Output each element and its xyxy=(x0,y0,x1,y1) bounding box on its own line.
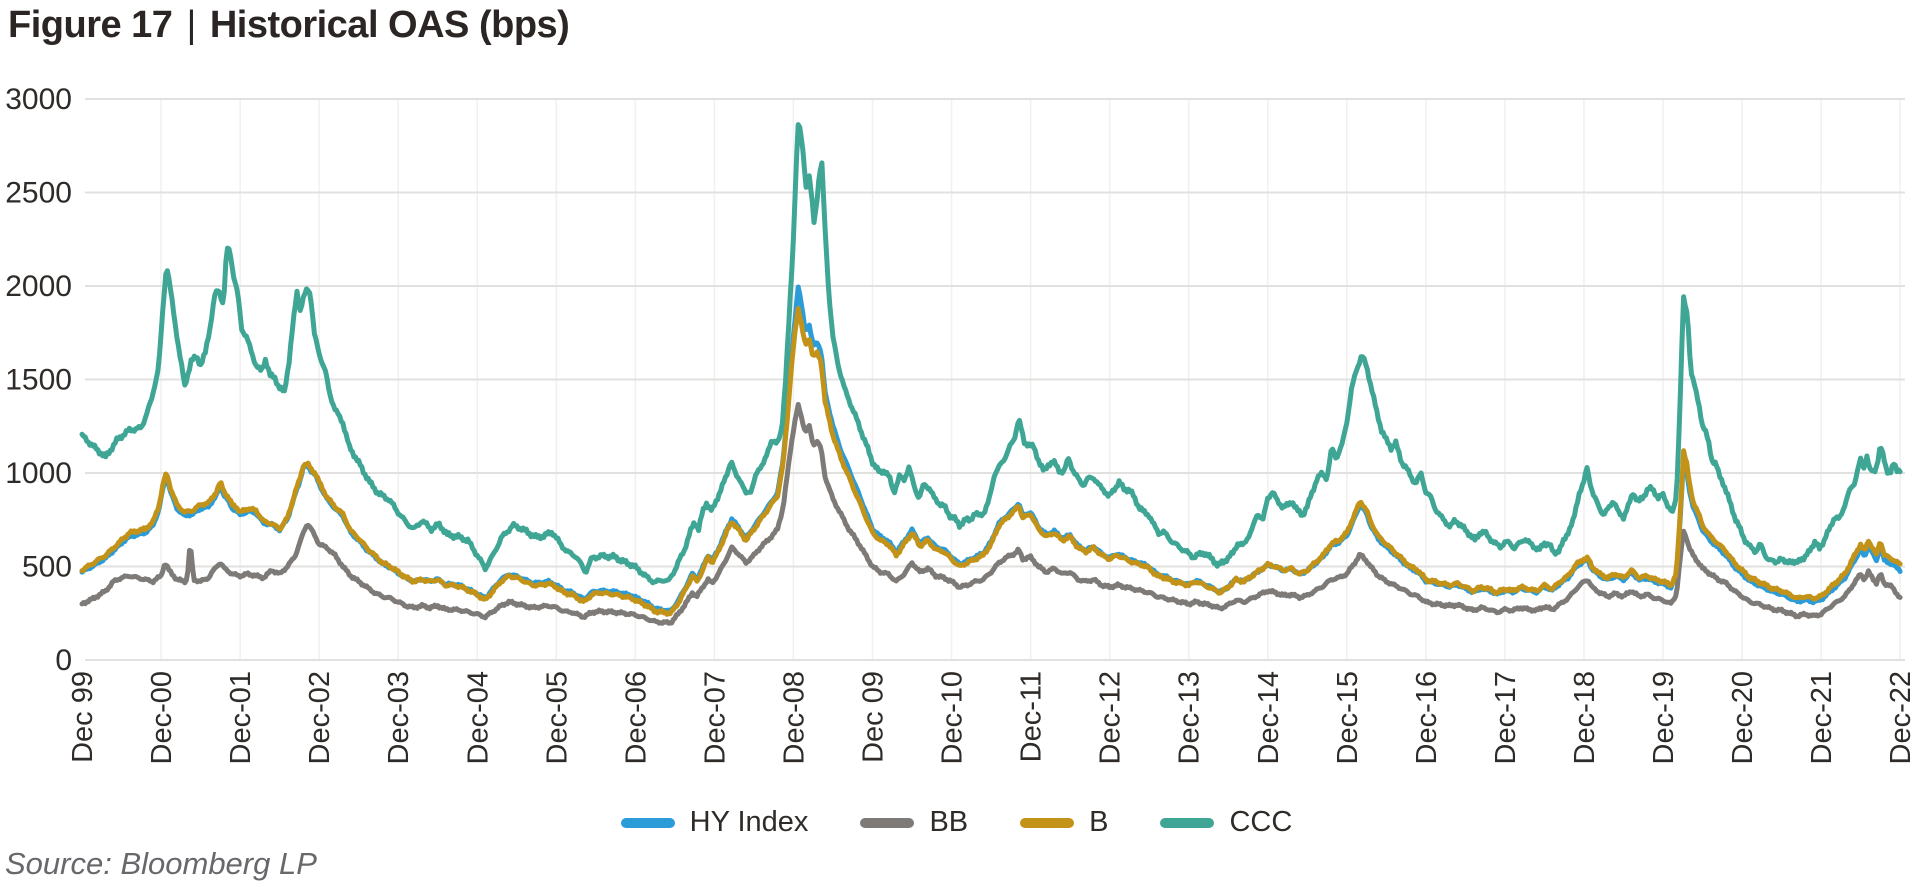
source-note: Source: Bloomberg LP xyxy=(5,846,317,881)
x-axis-tick-label: Dec-14 xyxy=(1253,671,1285,765)
x-axis-tick-label: Dec-02 xyxy=(304,671,336,765)
legend-swatch-icon xyxy=(620,817,675,828)
x-axis-tick-label: Dec-13 xyxy=(1174,671,1206,765)
series-line-bb xyxy=(79,402,1903,626)
x-axis-tick-label: Dec-19 xyxy=(1648,671,1680,765)
x-axis-tick-label: Dec-07 xyxy=(699,671,731,765)
legend-item-b: B xyxy=(1020,806,1108,839)
legend-label: HY Index xyxy=(689,806,809,838)
y-axis-tick-label: 1000 xyxy=(5,457,72,490)
y-axis-tick-label: 2500 xyxy=(5,177,72,210)
legend-item-bb: BB xyxy=(860,806,968,839)
figure-title-text: Historical OAS (bps) xyxy=(209,4,570,46)
x-axis-tick-label: Dec-01 xyxy=(225,671,257,765)
x-axis-tick-label: Dec-04 xyxy=(462,671,494,765)
x-axis-tick-label: Dec 99 xyxy=(67,671,99,763)
x-axis-tick-label: Dec-12 xyxy=(1095,671,1127,765)
legend-item-ccc: CCC xyxy=(1160,806,1292,839)
figure-title: Figure 17 | Historical OAS (bps) xyxy=(8,4,570,47)
legend-item-hy-index: HY Index xyxy=(620,806,809,839)
x-axis-tick-label: Dec-15 xyxy=(1332,671,1364,765)
x-axis-tick-label: Dec 09 xyxy=(858,671,890,763)
y-axis-tick-label: 1500 xyxy=(5,364,72,397)
legend-swatch-icon xyxy=(1160,817,1215,828)
y-axis-tick-label: 500 xyxy=(22,551,72,584)
chart-legend: HY Index BB B CCC xyxy=(0,806,1913,839)
legend-swatch-icon xyxy=(1020,817,1075,828)
x-axis-tick-label: Dec-18 xyxy=(1569,671,1601,765)
y-axis-tick-label: 3000 xyxy=(5,83,72,116)
x-axis-tick-label: Dec-06 xyxy=(620,671,652,765)
x-axis-tick-label: Dec-05 xyxy=(541,671,573,765)
x-axis-tick-label: Dec-03 xyxy=(383,671,415,765)
legend-label: BB xyxy=(929,806,969,838)
legend-swatch-icon xyxy=(860,817,915,828)
series-line-b xyxy=(79,306,1903,617)
x-axis-tick-label: Dec-00 xyxy=(146,671,178,765)
x-axis-tick-label: Dec-16 xyxy=(1411,671,1443,765)
y-axis-tick-label: 0 xyxy=(55,644,72,677)
legend-label: CCC xyxy=(1229,806,1293,838)
x-axis-tick-label: Dec-08 xyxy=(778,671,810,765)
oas-line-chart: 0 500 1000 1500 2000 2500 3000 Dec 99 Dec-00 Dec-… xyxy=(5,83,1913,765)
x-axis-tick-label: Dec-17 xyxy=(1490,671,1522,765)
series-line-ccc xyxy=(79,122,1903,586)
figure-label: Figure 17 xyxy=(8,4,173,46)
x-axis-tick-label: Dec-20 xyxy=(1727,671,1759,765)
x-axis-tick-label: Dec-22 xyxy=(1885,671,1913,765)
legend-label: B xyxy=(1089,806,1109,838)
figure-title-separator: | xyxy=(186,4,196,46)
x-axis-tick-label: Dec-21 xyxy=(1806,671,1838,765)
y-axis-tick-label: 2000 xyxy=(5,270,72,303)
series-line-hy-index xyxy=(79,284,1903,614)
x-axis-tick-label: Dec-11 xyxy=(1016,671,1048,762)
x-axis-tick-label: Dec-10 xyxy=(937,671,969,765)
